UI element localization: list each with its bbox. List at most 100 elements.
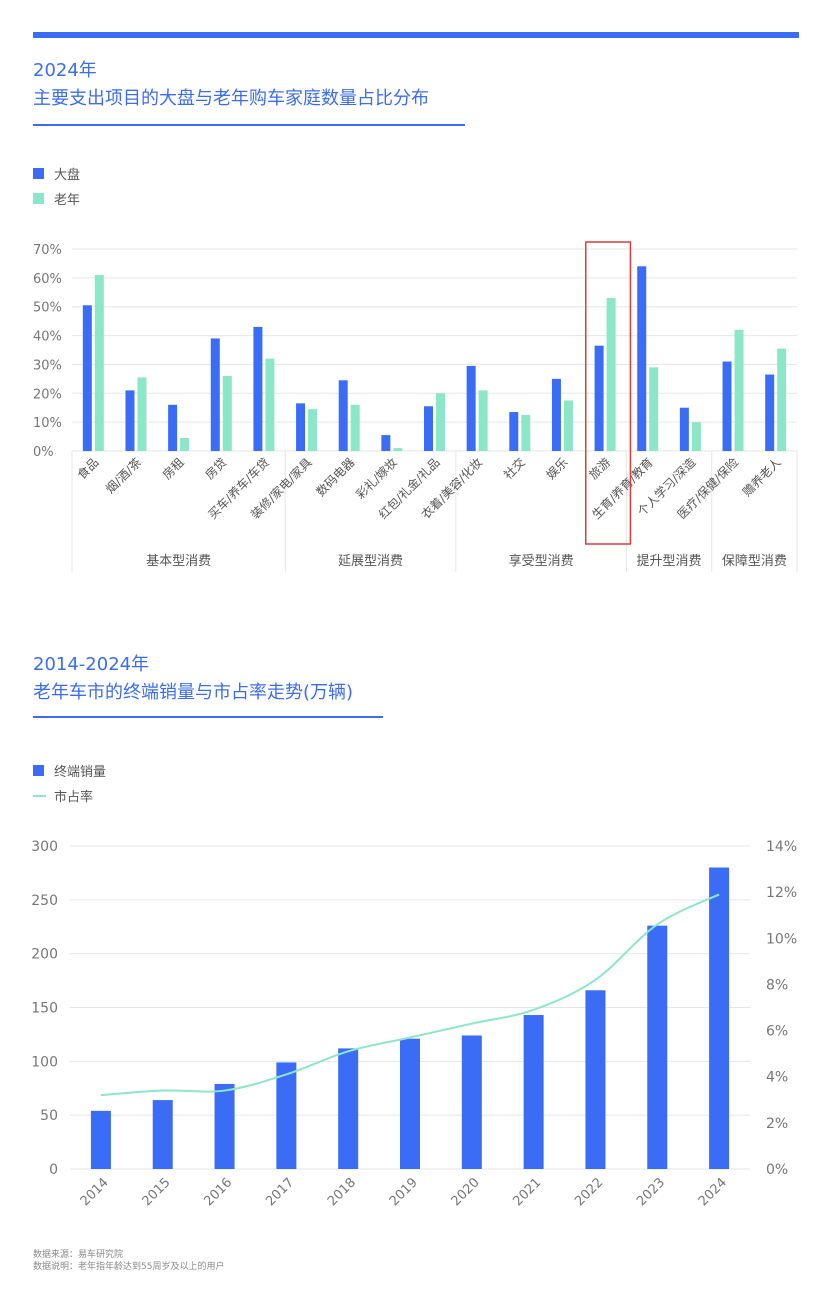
chart1-year-title: 2024年 bbox=[33, 60, 97, 81]
chart1-bar-dapan bbox=[210, 338, 220, 451]
chart2-legend-sales: 终端销量 bbox=[33, 761, 106, 780]
chart1-category-label: 食品 bbox=[74, 455, 102, 483]
chart2-bar-sales bbox=[461, 1035, 482, 1169]
chart1-bar-laonian bbox=[393, 448, 403, 451]
chart2-ytick-right-label: 2% bbox=[766, 1116, 788, 1132]
chart1-bar-laonian bbox=[436, 393, 445, 451]
chart1-bar-laonian bbox=[521, 414, 531, 451]
chart1-ytick-label: 20% bbox=[33, 387, 62, 402]
chart2-ytick-left-label: 100 bbox=[31, 1054, 58, 1070]
chart2-bar-sales bbox=[585, 990, 606, 1169]
chart1-bar-laonian bbox=[265, 358, 275, 451]
chart2-ytick-right-label: 0% bbox=[766, 1162, 788, 1178]
legend-swatch-share bbox=[33, 794, 46, 797]
chart2-ytick-left-label: 0 bbox=[49, 1162, 58, 1178]
chart2-title-rule bbox=[33, 716, 383, 718]
chart1-bar-dapan bbox=[125, 390, 135, 451]
chart2-ytick-left-label: 50 bbox=[40, 1108, 58, 1124]
chart1-bar-laonian bbox=[350, 404, 360, 451]
chart2-bar-sales bbox=[214, 1083, 235, 1169]
chart1-category-label: 社交 bbox=[500, 455, 528, 483]
chart1-category-label: 房租 bbox=[159, 455, 187, 483]
footnote-source: 数据来源：易车研究院 bbox=[33, 1250, 124, 1260]
chart2-ytick-right-label: 10% bbox=[766, 931, 797, 947]
chart2-bar-sales bbox=[90, 1110, 111, 1169]
chart1-legend-dapan: 大盘 bbox=[33, 164, 80, 183]
legend-swatch-sales bbox=[33, 765, 44, 776]
chart1-bar-dapan bbox=[466, 365, 476, 451]
chart1-highlight-box bbox=[585, 241, 632, 545]
legend-swatch-laonian bbox=[33, 193, 44, 204]
chart1-ytick-label: 40% bbox=[33, 330, 62, 345]
chart1-bar-dapan bbox=[296, 403, 306, 451]
chart1-bar-dapan bbox=[381, 435, 391, 451]
chart1-group-label: 延展型消费 bbox=[338, 554, 403, 569]
chart2-xtick-label: 2017 bbox=[263, 1175, 297, 1209]
top-accent-bar bbox=[33, 32, 799, 38]
chart1-bar-laonian bbox=[308, 409, 318, 451]
chart2-bar-sales bbox=[400, 1038, 420, 1169]
chart1-ytick-label: 30% bbox=[33, 358, 62, 373]
chart1-bar-laonian bbox=[563, 400, 573, 451]
chart1-bar-dapan bbox=[424, 406, 433, 451]
chart1-bar-dapan bbox=[253, 326, 263, 451]
chart1-title: 主要支出项目的大盘与老年购车家庭数量占比分布 bbox=[33, 88, 429, 109]
chart1-group-label: 保障型消费 bbox=[722, 554, 787, 569]
chart2-ytick-left-label: 250 bbox=[31, 893, 58, 909]
chart1-ytick-label: 60% bbox=[33, 272, 62, 287]
chart1-ytick-label: 70% bbox=[33, 243, 62, 258]
legend-label-sales: 终端销量 bbox=[54, 765, 107, 780]
chart1-bar-laonian bbox=[137, 377, 147, 451]
chart2-bar-sales bbox=[647, 925, 668, 1169]
legend-swatch-dapan bbox=[33, 168, 44, 179]
legend-label-laonian: 老年 bbox=[54, 193, 81, 208]
chart2-xtick-label: 2021 bbox=[510, 1175, 544, 1209]
chart1-category-label: 赡养老人 bbox=[739, 455, 784, 500]
footnote-note: 数据说明：老年指年龄达到55周岁及以上的用户 bbox=[33, 1262, 225, 1272]
chart1-bar-dapan bbox=[551, 378, 561, 451]
chart1-group-label: 提升型消费 bbox=[637, 553, 702, 569]
chart2-ytick-right-label: 14% bbox=[766, 839, 797, 855]
chart2-ytick-right-label: 4% bbox=[766, 1070, 788, 1086]
chart1-category-label: 娱乐 bbox=[544, 455, 571, 482]
chart1-ytick-label: 0% bbox=[33, 445, 54, 460]
chart2-bar-sales bbox=[338, 1048, 359, 1169]
chart2-ytick-left-label: 200 bbox=[31, 947, 58, 963]
chart1-bar-laonian bbox=[180, 438, 190, 451]
chart1-category-label: 房贷 bbox=[202, 455, 230, 483]
chart1-bar-dapan bbox=[168, 404, 178, 451]
chart2-ytick-right-label: 6% bbox=[766, 1024, 788, 1040]
chart1-bar-dapan bbox=[637, 266, 647, 451]
chart1-bar-laonian bbox=[94, 274, 104, 451]
chart1-ytick-label: 50% bbox=[33, 301, 62, 316]
chart2-xtick-label: 2016 bbox=[201, 1175, 235, 1209]
chart2-bar-sales bbox=[152, 1100, 173, 1169]
chart1-bar-chart: 70% 60% 50% 40% 30% 20% 10% 0% 基本型消费 延展型消费 享受型消费 提升… bbox=[33, 241, 798, 572]
chart1-category-label: 旅游 bbox=[586, 455, 613, 482]
chart2-xtick-label: 2018 bbox=[325, 1175, 359, 1209]
chart1-bar-dapan bbox=[722, 361, 732, 451]
chart2-line-share bbox=[100, 893, 720, 1097]
chart1-bar-dapan bbox=[679, 407, 689, 451]
chart2-xtick-label: 2023 bbox=[634, 1175, 668, 1209]
chart1-bar-laonian bbox=[222, 375, 232, 451]
chart1-bar-laonian bbox=[649, 367, 659, 451]
chart2-bar-sales bbox=[523, 1015, 544, 1169]
legend-label-share: 市占率 bbox=[54, 790, 94, 805]
chart2-xtick-label: 2020 bbox=[449, 1175, 483, 1209]
chart2-combo-chart: 300 250 200 150 100 50 0 14% 12% 10% 8% 6% 4% 2% 0% 201… bbox=[31, 839, 797, 1209]
chart1-bar-laonian bbox=[606, 298, 616, 451]
legend-label-dapan: 大盘 bbox=[54, 168, 81, 183]
chart1-bar-dapan bbox=[338, 380, 348, 451]
chart1-bar-laonian bbox=[777, 348, 787, 451]
chart1-bar-dapan bbox=[594, 345, 604, 451]
chart2-year-title: 2014-2024年 bbox=[33, 654, 150, 675]
chart2-xtick-label: 2015 bbox=[140, 1175, 174, 1209]
chart2-xtick-label: 2024 bbox=[696, 1175, 730, 1209]
chart1-bar-dapan bbox=[509, 412, 519, 451]
chart2-ytick-right-label: 12% bbox=[766, 885, 797, 901]
chart1-group-label: 基本型消费 bbox=[146, 554, 211, 569]
chart2-legend-share: 市占率 bbox=[33, 786, 93, 805]
chart2-title: 老年车市的终端销量与市占率走势(万辆) bbox=[33, 682, 354, 703]
chart1-bar-laonian bbox=[691, 422, 701, 451]
